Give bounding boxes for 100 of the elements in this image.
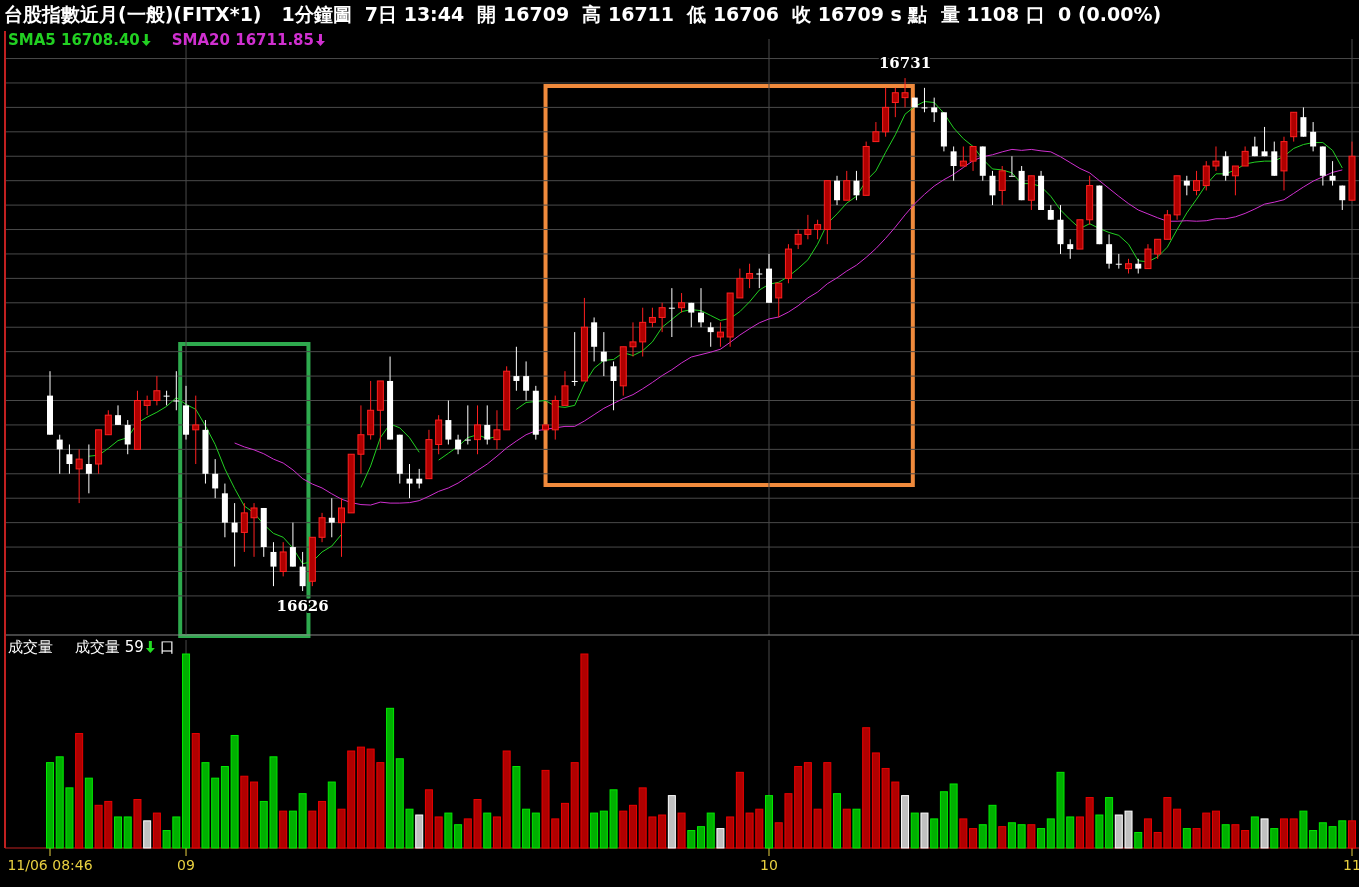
bar bbox=[240, 775, 249, 849]
candlestick bbox=[1183, 175, 1190, 196]
candlestick bbox=[1300, 106, 1307, 138]
candlestick bbox=[56, 434, 63, 475]
bar bbox=[765, 795, 774, 849]
bar bbox=[930, 818, 939, 849]
bar bbox=[1270, 828, 1279, 849]
bar bbox=[959, 818, 968, 849]
candlestick bbox=[716, 321, 724, 348]
legend-label: SMA20 16711.85 bbox=[171, 31, 314, 49]
bar bbox=[852, 808, 861, 849]
candlestick bbox=[571, 331, 578, 387]
candlestick bbox=[493, 409, 501, 450]
candlestick bbox=[561, 370, 569, 406]
bar bbox=[560, 802, 569, 849]
bar bbox=[123, 816, 132, 849]
candlestick bbox=[240, 502, 248, 553]
candlestick bbox=[814, 219, 822, 240]
bar bbox=[998, 826, 1007, 849]
candlestick bbox=[337, 497, 345, 558]
candlestick bbox=[658, 302, 666, 333]
chart-title: 台股指數近月(一般)(FITX*1) 1分鐘圖 7日 13:44 開 16709 高 16711 低 16706 收 16709 s 點 量 1108 口 0 (0.00%) bbox=[4, 3, 1162, 25]
bar bbox=[191, 733, 200, 849]
bar bbox=[114, 816, 123, 849]
bar bbox=[969, 828, 978, 849]
bar bbox=[424, 789, 433, 849]
candlestick bbox=[75, 448, 83, 504]
bar bbox=[677, 812, 686, 849]
bar bbox=[1182, 828, 1191, 849]
candlestick bbox=[1202, 160, 1210, 191]
candlestick bbox=[969, 145, 977, 172]
candlestick bbox=[1106, 233, 1113, 270]
candlestick bbox=[1144, 243, 1152, 270]
bar bbox=[318, 800, 327, 849]
candlestick bbox=[746, 263, 754, 289]
candlestick bbox=[1008, 155, 1015, 177]
candlestick bbox=[648, 307, 656, 328]
candlestick bbox=[1231, 165, 1239, 196]
candlestick bbox=[698, 287, 704, 328]
bar bbox=[667, 795, 676, 849]
candlestick bbox=[989, 170, 996, 206]
candlestick bbox=[843, 170, 851, 201]
bar bbox=[862, 727, 871, 849]
bar bbox=[619, 810, 628, 849]
bar bbox=[46, 762, 54, 849]
bar bbox=[1289, 818, 1298, 849]
bar bbox=[726, 816, 735, 849]
bar bbox=[590, 812, 599, 849]
bar bbox=[910, 812, 919, 849]
candlestick bbox=[629, 321, 637, 358]
candlestick bbox=[464, 404, 471, 445]
candlestick bbox=[901, 77, 909, 108]
candlestick bbox=[891, 87, 899, 118]
chart-title: 成交量 bbox=[8, 638, 53, 656]
annotation: 口 bbox=[159, 638, 175, 656]
candlestick bbox=[1067, 238, 1074, 260]
candlestick bbox=[600, 331, 607, 377]
bar bbox=[143, 820, 152, 849]
legend-label: SMA5 16708.40 bbox=[8, 31, 140, 49]
bar bbox=[628, 804, 637, 849]
bar bbox=[1037, 828, 1046, 849]
bar bbox=[1260, 818, 1269, 849]
candlestick bbox=[1261, 126, 1268, 157]
candlestick bbox=[231, 502, 238, 568]
candlestick bbox=[1310, 121, 1317, 152]
bar bbox=[531, 812, 540, 849]
bar bbox=[716, 828, 725, 849]
bar bbox=[492, 816, 501, 849]
bar bbox=[502, 750, 511, 849]
bar bbox=[327, 781, 336, 849]
candlestick bbox=[66, 443, 73, 475]
candlestick bbox=[1154, 238, 1162, 260]
candlestick bbox=[998, 165, 1006, 206]
candlestick bbox=[756, 268, 763, 289]
bar bbox=[133, 799, 142, 849]
candlestick bbox=[270, 541, 277, 587]
bar bbox=[833, 793, 842, 849]
bar bbox=[386, 707, 395, 849]
candlestick bbox=[192, 395, 200, 465]
candlestick bbox=[289, 522, 296, 568]
candlestick bbox=[513, 346, 520, 392]
bar bbox=[250, 781, 259, 849]
candlestick bbox=[931, 97, 938, 123]
candlestick bbox=[834, 175, 841, 206]
candlestick bbox=[143, 395, 151, 416]
candlestick bbox=[406, 463, 413, 499]
candlestick bbox=[115, 404, 122, 426]
x-tick-label: 11 bbox=[1343, 857, 1359, 873]
candlestick bbox=[85, 443, 92, 494]
text: 成交量 59 bbox=[75, 638, 144, 656]
bar bbox=[1027, 824, 1036, 849]
bar bbox=[152, 812, 161, 849]
bar bbox=[842, 808, 851, 849]
bar bbox=[1211, 810, 1220, 849]
candlestick bbox=[212, 458, 219, 499]
candlestick bbox=[357, 404, 365, 475]
bar bbox=[697, 826, 705, 849]
candlestick bbox=[736, 268, 744, 299]
candlestick bbox=[1115, 253, 1122, 270]
candlestick bbox=[299, 551, 306, 592]
